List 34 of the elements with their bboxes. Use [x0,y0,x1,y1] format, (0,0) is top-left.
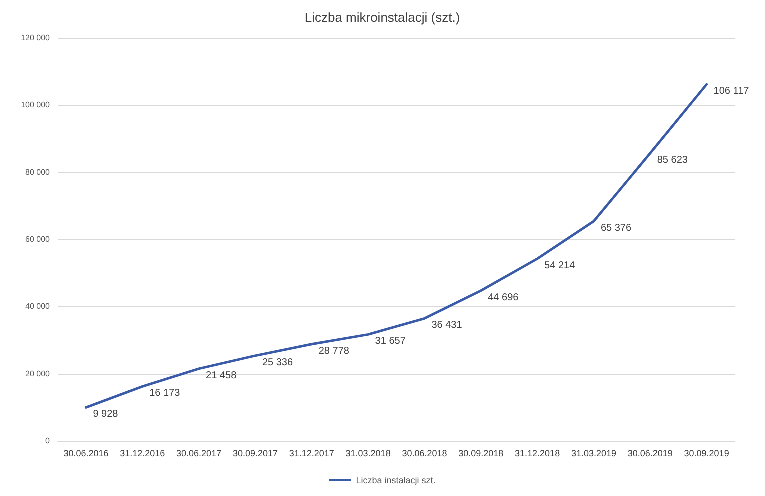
x-tick-label: 31.03.2019 [571,448,616,458]
data-label: 28 778 [318,346,350,357]
y-tick-label: 80 000 [26,168,51,177]
x-tick-label: 31.03.2018 [346,448,391,458]
x-tick-label: 31.12.2017 [289,448,334,458]
x-tick-label: 30.09.2017 [232,448,278,458]
x-tick-label: 30.09.2018 [458,448,504,458]
chart-title: Liczba mikroinstalacji (szt.) [304,10,460,25]
x-tick-label: 31.12.2018 [515,448,560,458]
data-label: 31 657 [375,336,406,348]
y-tick-label: 60 000 [26,235,51,244]
data-label: 85 623 [657,154,688,166]
x-tick-label: 30.06.2019 [628,448,673,458]
data-label: 21 458 [206,370,238,382]
data-label: 106 117 [714,86,750,98]
y-tick-label: 20 000 [26,369,51,378]
line-series [84,83,708,409]
legend-label: Liczba instalacji szt. [356,476,436,486]
x-tick-label: 30.06.2016 [64,448,109,458]
data-label: 44 696 [488,292,520,304]
x-tick-label: 31.12.2016 [120,448,166,458]
data-label: 54 214 [544,260,576,272]
y-tick-label: 100 000 [21,100,51,110]
data-label: 65 376 [600,222,632,234]
x-tick-label: 30.06.2017 [176,448,222,458]
x-tick-label: 30.06.2018 [402,448,448,458]
data-label: 16 173 [150,388,181,400]
data-label: 25 336 [262,357,294,368]
y-tick-label: 0 [46,436,51,446]
y-tick-label: 120 000 [21,34,51,42]
data-label: 36 431 [432,320,463,332]
y-tick-label: 40 000 [26,302,51,312]
x-tick-label: 30.09.2019 [684,448,730,458]
data-label: 9 928 [93,409,119,420]
